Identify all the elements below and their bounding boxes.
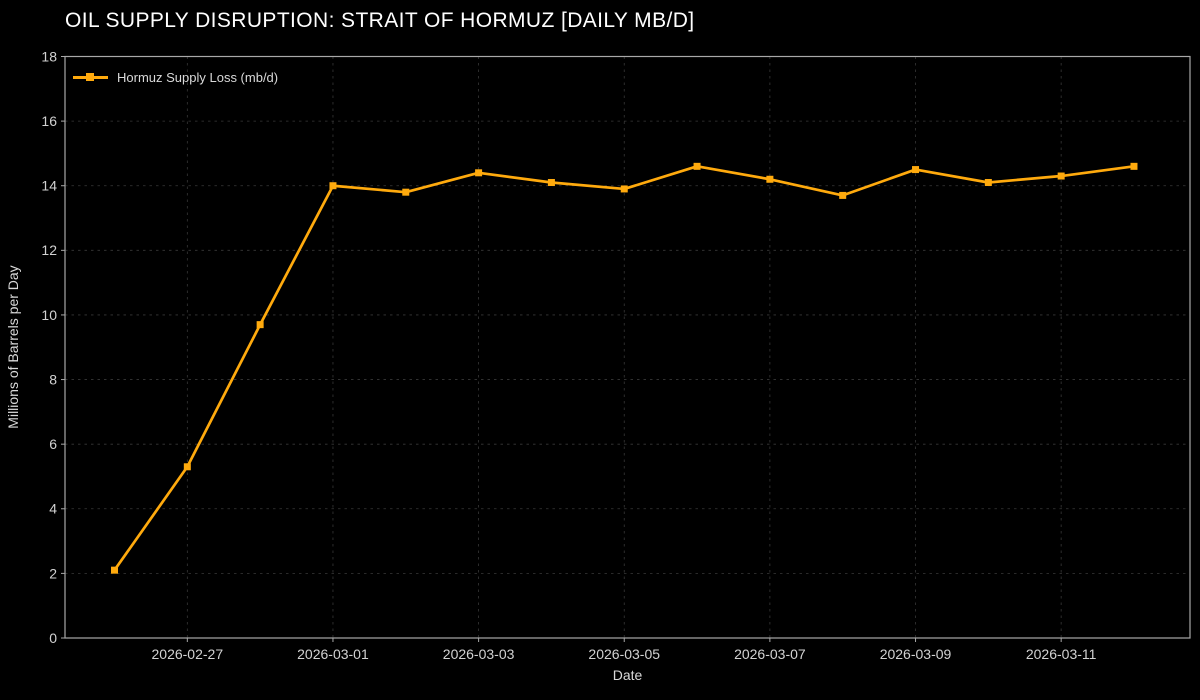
- y-tick-label: 18: [41, 48, 57, 64]
- data-point-marker: [839, 191, 847, 199]
- legend-line-marker-swatch: [73, 72, 108, 82]
- data-point-marker: [1057, 172, 1065, 180]
- data-point-marker: [693, 162, 701, 170]
- y-tick-label: 16: [41, 113, 57, 129]
- data-point-marker: [1130, 162, 1138, 170]
- y-tick-label: 12: [41, 242, 57, 258]
- y-tick-label: 6: [49, 436, 57, 452]
- y-tick-label: 8: [49, 371, 57, 387]
- x-tick-label: 2026-03-03: [443, 646, 515, 662]
- legend-square-marker: [86, 73, 94, 81]
- x-tick-label: 2026-03-07: [734, 646, 806, 662]
- chart-title: OIL SUPPLY DISRUPTION: STRAIT OF HORMUZ …: [65, 9, 695, 32]
- y-tick-label: 4: [49, 501, 57, 517]
- y-tick-label: 2: [49, 565, 57, 581]
- x-axis-title: Date: [612, 667, 643, 683]
- x-tick-label: 2026-02-27: [152, 646, 224, 662]
- x-tick-label: 2026-03-11: [1026, 646, 1097, 662]
- legend-label: Hormuz Supply Loss (mb/d): [117, 69, 279, 85]
- data-point-marker: [329, 182, 337, 190]
- x-tick-label: 2026-03-09: [880, 646, 952, 662]
- y-tick-label: 0: [49, 630, 57, 646]
- y-tick-label: 10: [41, 307, 57, 323]
- data-point-marker: [912, 166, 920, 174]
- data-point-marker: [984, 178, 992, 186]
- data-point-marker: [111, 566, 118, 574]
- data-point-marker: [766, 175, 774, 183]
- plot-border: [64, 55, 1191, 639]
- x-tick-label: 2026-03-01: [297, 646, 369, 662]
- data-point-marker: [402, 188, 410, 196]
- y-tick-label: 14: [41, 178, 57, 194]
- data-point-marker: [620, 185, 628, 193]
- data-point-marker: [183, 463, 191, 471]
- data-point-marker: [256, 321, 264, 329]
- x-tick-label: 2026-03-05: [588, 646, 660, 662]
- legend: Hormuz Supply Loss (mb/d): [73, 67, 278, 87]
- data-point-marker: [475, 169, 483, 177]
- data-point-marker: [547, 178, 555, 186]
- y-axis-title: Millions of Barrels per Day: [5, 265, 21, 429]
